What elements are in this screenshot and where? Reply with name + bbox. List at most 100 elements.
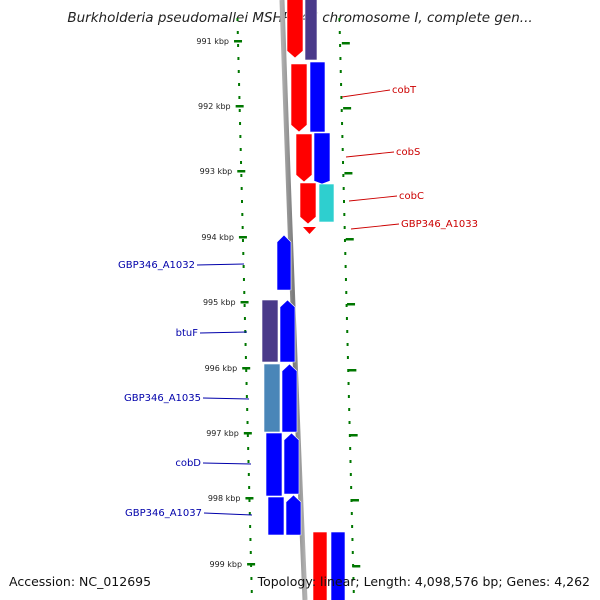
strand-guides [236,18,355,593]
guide-dot [344,252,347,255]
gene-label[interactable]: btuF [176,328,199,339]
gene-label[interactable]: cobD [175,458,201,469]
tick-label: 995 kbp [203,298,236,307]
guide-dot [350,486,353,489]
gene-leader-line [199,331,248,334]
guide-dot [249,551,252,554]
guide-dot [239,135,242,138]
guide-dot [243,317,246,320]
topology-text: Topology: linear; Length: 4,098,576 bp; … [257,574,590,589]
gene-label[interactable]: cobC [399,191,424,202]
tick-label: 994 kbp [201,233,234,242]
guide-dot [238,96,241,99]
guide-dot [244,356,247,359]
guide-dot [352,577,355,580]
guide-dot [347,395,350,398]
gene-label[interactable]: cobS [396,147,420,158]
gene-label[interactable]: GBP346_A1037 [125,508,202,519]
guide-dot [243,291,246,294]
gene-label[interactable]: GBP346_A1035 [124,393,201,404]
tick-label: 998 kbp [208,494,241,503]
gene-blue-cobD[interactable] [265,432,283,497]
tick-mark-left [245,497,254,500]
gene-blue-cobD-pair[interactable] [283,432,300,495]
tick-mark-right [348,369,357,372]
gene-blue-A1037[interactable] [267,496,285,536]
guide-dot [351,538,354,541]
guide-dot [346,356,349,359]
guide-dot [352,590,355,593]
gene-labels: cobT cobS cobC GBP346_A1033 GBP346_A1032 btuF… [118,85,478,519]
guide-dot [244,343,247,346]
guide-dot [338,18,341,21]
guide-dot [237,44,240,47]
gene-blue-bottom[interactable] [330,531,346,600]
guide-dot [341,122,344,125]
guide-dot [242,278,245,281]
tick-mark-left [234,40,243,43]
gene-steelblue-A1035[interactable] [263,363,281,433]
guide-dot [347,369,350,372]
gene-blue-btuF-pair[interactable] [279,299,296,363]
guide-dot [345,317,348,320]
tick-mark-left [235,105,244,108]
gene-blue-A1035-pair[interactable] [281,363,298,433]
guide-dot [343,200,345,203]
guide-dot [350,512,353,515]
gene-blue-A1032[interactable] [276,234,292,291]
gene-red-top[interactable] [286,0,304,59]
gene-red-bottom[interactable] [312,531,328,600]
guide-dot [340,109,343,112]
guide-dot [342,187,345,190]
guide-dot [242,252,245,255]
guide-dot [243,304,246,307]
guide-dot [241,226,244,229]
gene-darkblue-top[interactable] [304,0,318,61]
guide-dot [240,187,243,190]
guide-dot [351,525,354,528]
guide-dot [246,408,249,411]
gene-red-cobS[interactable] [295,133,313,183]
guide-dot [241,239,244,242]
accession-text: Accession: NC_012695 [9,574,152,589]
gene-red-A1033[interactable] [303,227,316,234]
guide-dot [248,486,251,489]
tick-mark-right [352,565,361,568]
guide-dot [250,590,253,593]
guide-dot [246,434,249,437]
guide-dot [340,83,343,86]
guide-dot [245,369,248,372]
tick-label: 993 kbp [200,167,233,176]
chromosome-backbone [279,0,308,600]
guide-dot [349,473,352,476]
guide-dot [248,512,251,515]
guide-dot [340,96,343,99]
guide-dot [236,31,239,34]
gene-features[interactable] [261,0,346,600]
guide-dot [348,408,351,411]
gene-darkblue-btuF[interactable] [261,299,279,363]
guide-dot [338,31,341,34]
gene-label[interactable]: GBP346_A1032 [118,260,195,271]
tick-mark-right [345,238,354,241]
gene-blue-mid2[interactable] [313,132,331,185]
gene-blue-A1037-pair[interactable] [285,494,302,536]
guide-dot [236,18,239,21]
guide-dot [247,447,250,450]
gene-leader-line [202,462,252,465]
gene-red-cobC[interactable] [299,182,317,225]
gene-leader-line [196,263,245,266]
guide-dot [345,291,348,294]
tick-label: 992 kbp [198,102,231,111]
guide-dot [344,278,347,281]
gene-label[interactable]: GBP346_A1033 [401,219,478,230]
gene-red-cobT[interactable] [290,63,308,133]
guide-dot [339,70,342,73]
gene-blue-mid1[interactable] [309,61,326,133]
guide-dot [240,161,243,164]
gene-cyan-cobC[interactable] [318,183,335,223]
tick-mark-right [350,499,359,502]
tick-mark-right [344,172,353,175]
gene-label[interactable]: cobT [392,85,417,96]
